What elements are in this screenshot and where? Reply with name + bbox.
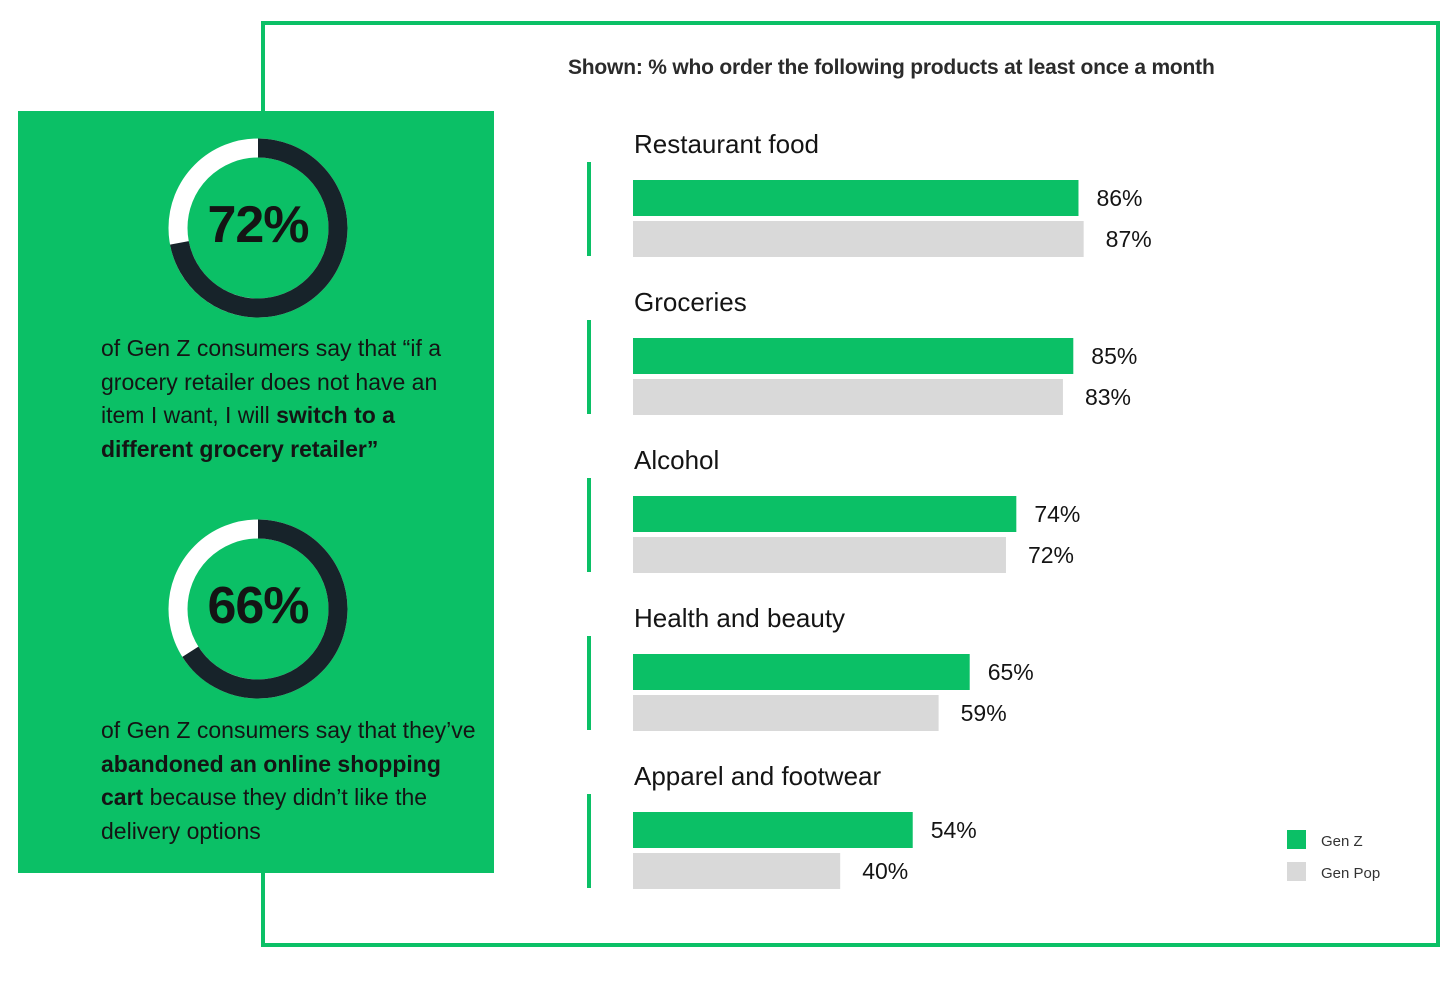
stat-value-66: 66% — [207, 577, 309, 635]
value-label-gen-z-restaurant-food: 86% — [1096, 185, 1142, 211]
stat-ring-72 — [168, 138, 348, 323]
stat-text-bold: switch to a different grocery retailer” — [101, 402, 395, 462]
donut-chart — [168, 138, 348, 318]
category-label-groceries: Groceries — [634, 287, 747, 317]
value-label-gen-pop-health-and-beauty: 59% — [961, 700, 1007, 726]
stat-ring-66 — [168, 519, 348, 704]
chart-subtitle: Shown: % who order the following product… — [568, 56, 1215, 79]
bar-gen-pop-apparel-and-footwear — [633, 853, 841, 889]
bar-gen-z-alcohol — [633, 496, 1017, 532]
stat-description-66: of Gen Z consumers say that they’ve aban… — [101, 714, 481, 848]
value-label-gen-z-groceries: 85% — [1091, 343, 1137, 369]
category-accent-line — [587, 162, 591, 256]
value-label-gen-z-apparel-and-footwear: 54% — [931, 817, 977, 843]
legend-label-gen-pop: Gen Pop — [1321, 865, 1380, 882]
bar-gen-pop-health-and-beauty — [633, 695, 939, 731]
category-label-alcohol: Alcohol — [634, 445, 719, 475]
donut-fill — [168, 519, 348, 699]
category-label-apparel-and-footwear: Apparel and footwear — [634, 761, 882, 791]
value-label-gen-pop-apparel-and-footwear: 40% — [862, 858, 908, 884]
stats-panel: 72% of Gen Z consumers say that “if a gr… — [18, 111, 494, 873]
value-label-gen-pop-groceries: 83% — [1085, 384, 1131, 410]
bar-gen-pop-restaurant-food — [633, 221, 1084, 257]
category-accent-line — [587, 794, 591, 888]
donut-chart — [168, 519, 348, 699]
donut-fill — [168, 138, 348, 318]
bar-gen-z-restaurant-food — [633, 180, 1079, 216]
value-label-gen-z-alcohol: 74% — [1034, 501, 1080, 527]
category-accent-line — [587, 636, 591, 730]
legend-label-gen-z: Gen Z — [1321, 833, 1363, 850]
category-accent-line — [587, 320, 591, 414]
stat-text-part: of Gen Z consumers say that “if a grocer… — [101, 335, 442, 428]
value-label-gen-z-health-and-beauty: 65% — [988, 659, 1034, 685]
category-accent-line — [587, 478, 591, 572]
legend-swatch-gen-z — [1287, 830, 1306, 849]
bar-gen-pop-alcohol — [633, 537, 1006, 573]
bar-gen-pop-groceries — [633, 379, 1063, 415]
stat-text-part: of Gen Z consumers say that they’ve — [101, 717, 476, 743]
bar-gen-z-groceries — [633, 338, 1074, 374]
category-label-health-and-beauty: Health and beauty — [634, 603, 845, 633]
bar-gen-z-apparel-and-footwear — [633, 812, 913, 848]
legend-swatch-gen-pop — [1287, 862, 1306, 881]
stat-text-bold: abandoned an online shopping cart — [101, 750, 441, 811]
stat-text-part: because they didn’t like the delivery op… — [101, 784, 428, 844]
category-label-restaurant-food: Restaurant food — [634, 129, 819, 159]
value-label-gen-pop-alcohol: 72% — [1028, 542, 1074, 568]
value-label-gen-pop-restaurant-food: 87% — [1106, 226, 1152, 252]
bar-gen-z-health-and-beauty — [633, 654, 970, 690]
stat-description-72: of Gen Z consumers say that “if a grocer… — [101, 332, 481, 466]
stat-value-72: 72% — [207, 196, 309, 254]
